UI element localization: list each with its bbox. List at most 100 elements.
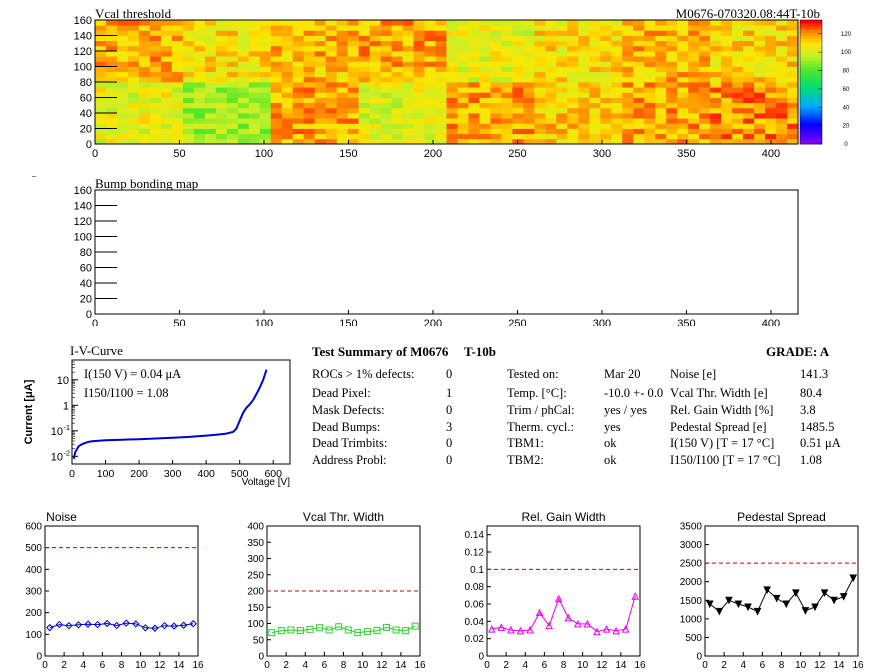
z-tick-label: 0.5 bbox=[56, 176, 65, 178]
heatmap-cell bbox=[468, 20, 480, 26]
color-scale-step bbox=[800, 88, 822, 92]
heatmap-cell bbox=[270, 30, 283, 36]
heatmap-cell bbox=[358, 35, 371, 42]
heatmap-cell bbox=[556, 118, 568, 124]
heatmap-cell bbox=[611, 97, 623, 104]
heatmap-cell bbox=[226, 133, 239, 140]
heatmap-cell bbox=[523, 102, 535, 109]
data-point bbox=[497, 623, 506, 631]
heatmap-cell bbox=[622, 97, 634, 104]
heatmap-cell bbox=[512, 51, 524, 57]
heatmap-cell bbox=[127, 92, 140, 98]
heatmap-cell bbox=[611, 56, 623, 62]
heatmap-cell bbox=[589, 51, 601, 57]
data-point bbox=[411, 622, 419, 630]
heatmap-cell bbox=[534, 25, 546, 31]
heatmap-cell bbox=[380, 20, 392, 26]
heatmap-cell bbox=[182, 133, 195, 140]
heatmap-cell bbox=[171, 97, 184, 104]
heatmap-cell bbox=[402, 20, 414, 26]
x-tick-label: 350 bbox=[677, 318, 695, 326]
heatmap-cell bbox=[281, 40, 294, 47]
heatmap-cell bbox=[523, 30, 535, 36]
heatmap-cell bbox=[347, 40, 360, 47]
heatmap-cell bbox=[677, 133, 689, 140]
heatmap-cell bbox=[567, 113, 579, 119]
heatmap-cell bbox=[171, 82, 184, 88]
heatmap-cell bbox=[237, 107, 250, 114]
heatmap-cell bbox=[314, 87, 327, 93]
heatmap-cell bbox=[138, 118, 151, 124]
heatmap-cell bbox=[270, 97, 283, 104]
heatmap-cell bbox=[732, 66, 744, 73]
heatmap-cell bbox=[743, 133, 755, 140]
heatmap-cell bbox=[622, 118, 634, 124]
heatmap-cell bbox=[479, 97, 491, 104]
heatmap-cell bbox=[644, 51, 656, 57]
defects-table: ROCs > 1% defects: 0 Dead Pixel: 1 Mask … bbox=[312, 367, 462, 477]
heatmap-cell bbox=[435, 133, 447, 140]
heatmap-cell bbox=[347, 20, 360, 26]
heatmap-cell bbox=[369, 25, 381, 31]
heatmap-cell bbox=[369, 35, 381, 42]
data-point bbox=[306, 625, 314, 633]
heatmap-cell bbox=[743, 87, 755, 93]
plot-title: Vcal Thr. Width bbox=[303, 510, 384, 524]
bump-bonding-color-scale: -2-1.5-1-0.500.511.52 bbox=[32, 176, 66, 178]
heatmap-cell bbox=[95, 118, 107, 124]
heatmap-cell bbox=[160, 71, 173, 78]
heatmap-cell bbox=[116, 51, 129, 57]
heatmap-cell bbox=[446, 20, 458, 26]
summary-title: Test Summary of M0676 bbox=[312, 344, 449, 359]
heatmap-cell bbox=[270, 76, 283, 83]
x-tick-label: 16 bbox=[852, 660, 864, 671]
heatmap-cell bbox=[149, 118, 162, 124]
heatmap-cell bbox=[292, 66, 305, 73]
heatmap-cell bbox=[105, 51, 118, 57]
heatmap-cell bbox=[655, 107, 667, 114]
heatmap-cell bbox=[105, 40, 118, 47]
heatmap-cell bbox=[369, 30, 381, 36]
heatmap-cell bbox=[589, 118, 601, 124]
heatmap-cell bbox=[138, 30, 151, 36]
heatmap-cell bbox=[204, 61, 217, 67]
heatmap-cell bbox=[248, 71, 261, 78]
x-tick-label: 300 bbox=[593, 318, 611, 326]
heatmap-cell bbox=[523, 76, 535, 83]
heatmap-cell bbox=[754, 138, 766, 145]
heatmap-cell bbox=[182, 66, 195, 73]
heatmap-cell bbox=[534, 20, 546, 26]
heatmap-cell bbox=[446, 61, 458, 67]
heatmap-cell bbox=[127, 25, 140, 31]
heatmap-cell bbox=[567, 30, 579, 36]
heatmap-cell bbox=[138, 20, 151, 26]
heatmap-cell bbox=[182, 30, 195, 36]
heatmap-cell bbox=[710, 82, 722, 88]
heatmap-cell bbox=[281, 56, 294, 62]
heatmap-cell bbox=[556, 87, 568, 93]
heatmap-cell bbox=[303, 61, 316, 67]
heatmap-cell bbox=[259, 51, 272, 57]
heatmap-cell bbox=[237, 123, 250, 129]
heatmap-cell bbox=[435, 107, 447, 114]
heatmap-cell bbox=[95, 123, 107, 129]
heatmap-cell bbox=[281, 102, 294, 109]
heatmap-cell bbox=[435, 113, 447, 119]
heatmap-cell bbox=[677, 71, 689, 78]
heatmap-cell bbox=[105, 97, 118, 104]
heatmap-cell bbox=[655, 92, 667, 98]
heatmap-cell bbox=[710, 51, 722, 57]
heatmap-cell bbox=[776, 113, 788, 119]
heatmap-cell bbox=[611, 138, 623, 145]
heatmap-cell bbox=[721, 87, 733, 93]
data-point bbox=[103, 619, 111, 628]
heatmap-cell bbox=[666, 51, 678, 57]
y-tick-label: 100 bbox=[247, 619, 264, 630]
heatmap-cell bbox=[259, 30, 272, 36]
heatmap-cell bbox=[424, 35, 436, 42]
heatmap-cell bbox=[457, 35, 469, 42]
heatmap-cell bbox=[105, 123, 118, 129]
heatmap-cell bbox=[688, 35, 700, 42]
heatmap-cell bbox=[149, 25, 162, 31]
heatmap-cell bbox=[116, 40, 129, 47]
